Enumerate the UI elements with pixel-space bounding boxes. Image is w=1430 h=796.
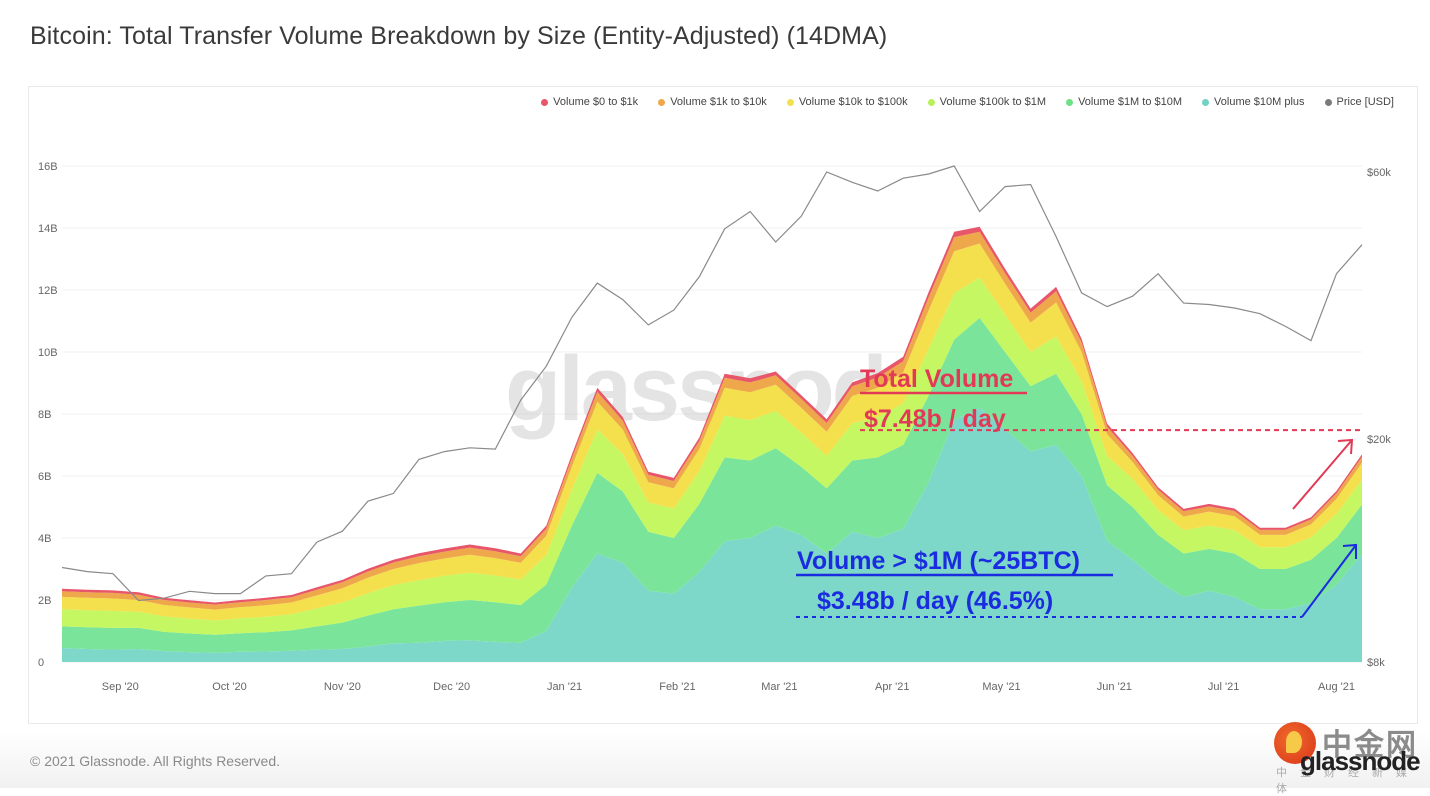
price-line-group <box>61 165 1363 602</box>
x-tick-label: Oct '20 <box>212 681 247 693</box>
x-tick-label: Jun '21 <box>1097 681 1132 693</box>
x-tick-label: Aug '21 <box>1318 681 1355 693</box>
brand-cn-text: 中金网 <box>1322 728 1418 763</box>
x-tick-label: Feb '21 <box>659 681 695 693</box>
total-volume-title: Total Volume <box>860 365 1013 393</box>
y-tick-label: 10B <box>38 347 58 359</box>
area-volume-10k-to-100k <box>62 243 1362 621</box>
glassnode-logo-text: glassnode <box>1300 746 1421 776</box>
x-tick-label: Jul '21 <box>1208 681 1239 693</box>
legend-dot-icon <box>1324 98 1332 106</box>
legend-dot-icon <box>786 98 794 106</box>
total-volume-value: $7.48b / day <box>864 405 1006 433</box>
y2-tick-label: $20k <box>1367 434 1391 446</box>
legend-label: Volume $1M to $10M <box>1078 96 1183 108</box>
blue-arrow-shaft <box>1301 544 1357 618</box>
y-tick-label: 8B <box>38 409 51 421</box>
x-tick-label: May '21 <box>982 681 1020 693</box>
area-volume-10m-plus <box>62 407 1362 662</box>
footer <box>0 730 1430 788</box>
y-tick-label: 16B <box>38 161 58 173</box>
annotations: Total Volume $7.48b / day Volume > $1M (… <box>796 365 1362 618</box>
chart-legend: Volume $0 to $1k Volume $1k to $10k Volu… <box>541 96 1394 108</box>
legend-item-volume-10k-100k[interactable]: Volume $10k to $100k <box>786 96 908 108</box>
legend-item-price[interactable]: Price [USD] <box>1324 96 1394 108</box>
y-axis-left: 0 2B 4B 6B 8B 10B 12B 14B 16B <box>38 161 58 669</box>
y-tick-label: 12B <box>38 285 58 297</box>
y-tick-label: 6B <box>38 471 51 483</box>
brand-logo: 中金网 中金财经新媒体 glassnode <box>1272 718 1422 795</box>
y-tick-label: 14B <box>38 223 58 235</box>
legend-item-volume-0-1k[interactable]: Volume $0 to $1k <box>541 96 638 108</box>
legend-label: Volume $0 to $1k <box>553 96 639 108</box>
area-volume-100k-to-1m <box>62 277 1362 635</box>
legend-dot-icon <box>927 98 935 106</box>
y-axis-right: $8k $20k $60k <box>1367 167 1391 669</box>
price-line <box>61 165 1363 602</box>
y2-tick-label: $60k <box>1367 167 1391 179</box>
zhongjin-logo-icon <box>1274 722 1316 764</box>
stacked-areas <box>62 226 1362 662</box>
red-arrow-head-icon <box>1337 438 1354 455</box>
copyright-text: © 2021 Glassnode. All Rights Reserved. <box>30 753 281 769</box>
page-title: Bitcoin: Total Transfer Volume Breakdown… <box>30 22 888 50</box>
chart-svg: 0 2B 4B 6B 8B 10B 12B 14B 16B $8k $20k $60k Sep '2… <box>38 161 1391 693</box>
legend-label: Volume $100k to $1M <box>939 96 1047 108</box>
x-tick-label: Jan '21 <box>547 681 582 693</box>
legend-label: Volume $10M plus <box>1214 96 1305 108</box>
legend-dot-icon <box>541 98 549 106</box>
x-tick-label: Mar '21 <box>761 681 797 693</box>
legend-label: Price [USD] <box>1336 96 1394 108</box>
y-tick-label: 0 <box>38 657 44 669</box>
legend-label: Volume $1k to $10k <box>670 96 767 108</box>
legend-item-volume-1k-10k[interactable]: Volume $1k to $10k <box>658 96 767 108</box>
legend-item-volume-10m-plus[interactable]: Volume $10M plus <box>1202 96 1305 108</box>
large-volume-value: $3.48b / day (46.5%) <box>817 587 1053 615</box>
blue-arrow-head-icon <box>1342 543 1357 559</box>
y-tick-label: 2B <box>38 595 51 607</box>
legend-dot-icon <box>1202 98 1210 106</box>
legend-dot-icon <box>1066 98 1074 106</box>
x-tick-label: Dec '20 <box>433 681 470 693</box>
y2-tick-label: $8k <box>1367 657 1385 669</box>
legend-dot-icon <box>658 98 666 106</box>
x-tick-label: Sep '20 <box>102 681 139 693</box>
legend-item-volume-1m-10m[interactable]: Volume $1M to $10M <box>1066 96 1182 108</box>
legend-item-volume-100k-1m[interactable]: Volume $100k to $1M <box>927 96 1047 108</box>
y-tick-label: 4B <box>38 533 51 545</box>
area-volume-1m-to-10m <box>62 317 1362 653</box>
red-arrow-shaft <box>1292 439 1353 510</box>
large-volume-title: Volume > $1M (~25BTC) <box>797 547 1080 575</box>
x-axis: Sep '20 Oct '20 Nov '20 Dec '20 Jan '21 Feb '… <box>102 681 1355 693</box>
x-tick-label: Nov '20 <box>324 681 361 693</box>
x-tick-label: Apr '21 <box>875 681 910 693</box>
legend-label: Volume $10k to $100k <box>798 96 908 108</box>
